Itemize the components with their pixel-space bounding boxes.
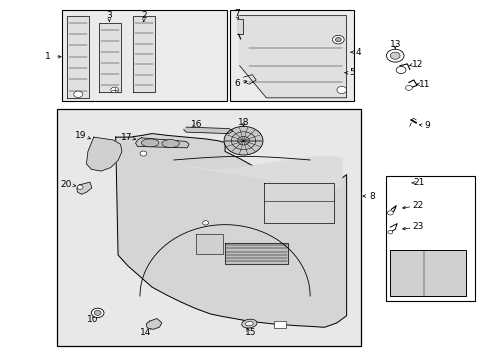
Circle shape — [140, 151, 146, 156]
Circle shape — [91, 308, 104, 318]
Text: 7: 7 — [233, 9, 239, 18]
Text: 18: 18 — [237, 118, 249, 127]
Circle shape — [405, 85, 411, 90]
Text: 8: 8 — [368, 192, 374, 201]
Text: 6: 6 — [234, 79, 240, 88]
Circle shape — [335, 37, 341, 42]
Polygon shape — [146, 319, 162, 329]
Text: 5: 5 — [349, 68, 355, 77]
Text: 1: 1 — [44, 52, 50, 61]
Bar — [62, 10, 227, 102]
Circle shape — [111, 87, 118, 93]
Polygon shape — [236, 19, 242, 33]
Bar — [385, 176, 474, 301]
Circle shape — [395, 66, 405, 73]
Text: 13: 13 — [388, 40, 400, 49]
Circle shape — [224, 126, 263, 155]
Circle shape — [74, 91, 82, 98]
Bar — [229, 10, 353, 102]
Circle shape — [94, 310, 101, 315]
Bar — [389, 249, 465, 296]
Text: 23: 23 — [411, 222, 423, 231]
Polygon shape — [99, 23, 120, 93]
Polygon shape — [186, 157, 341, 189]
Text: 20: 20 — [60, 180, 72, 189]
Polygon shape — [77, 182, 92, 194]
Polygon shape — [264, 183, 334, 223]
Bar — [273, 321, 285, 328]
Circle shape — [77, 185, 83, 189]
Polygon shape — [224, 243, 287, 264]
Text: 12: 12 — [411, 60, 423, 69]
Text: 11: 11 — [418, 80, 429, 89]
Text: 22: 22 — [411, 201, 422, 210]
Text: 17: 17 — [121, 133, 132, 142]
Polygon shape — [86, 137, 122, 171]
Polygon shape — [239, 16, 346, 98]
Text: 10: 10 — [87, 315, 99, 324]
Polygon shape — [116, 134, 346, 327]
Circle shape — [202, 221, 208, 225]
Polygon shape — [135, 138, 189, 148]
Text: 9: 9 — [424, 121, 429, 130]
Text: 21: 21 — [412, 178, 424, 187]
Polygon shape — [183, 127, 232, 134]
Circle shape — [386, 49, 403, 62]
Text: 3: 3 — [106, 11, 112, 20]
Bar — [57, 109, 361, 346]
Text: 14: 14 — [140, 328, 151, 337]
Ellipse shape — [162, 140, 179, 148]
Polygon shape — [196, 234, 222, 254]
Circle shape — [387, 230, 392, 234]
Text: 15: 15 — [244, 328, 256, 337]
Circle shape — [336, 86, 346, 94]
Circle shape — [389, 52, 399, 59]
Text: 4: 4 — [355, 48, 361, 57]
Ellipse shape — [241, 319, 257, 328]
Circle shape — [332, 35, 344, 44]
Polygon shape — [67, 16, 89, 98]
Text: 16: 16 — [191, 120, 202, 129]
Polygon shape — [132, 16, 154, 93]
Text: 2: 2 — [141, 11, 146, 20]
Ellipse shape — [141, 139, 159, 147]
Circle shape — [386, 211, 392, 215]
Text: 19: 19 — [75, 131, 86, 140]
Ellipse shape — [245, 321, 253, 326]
